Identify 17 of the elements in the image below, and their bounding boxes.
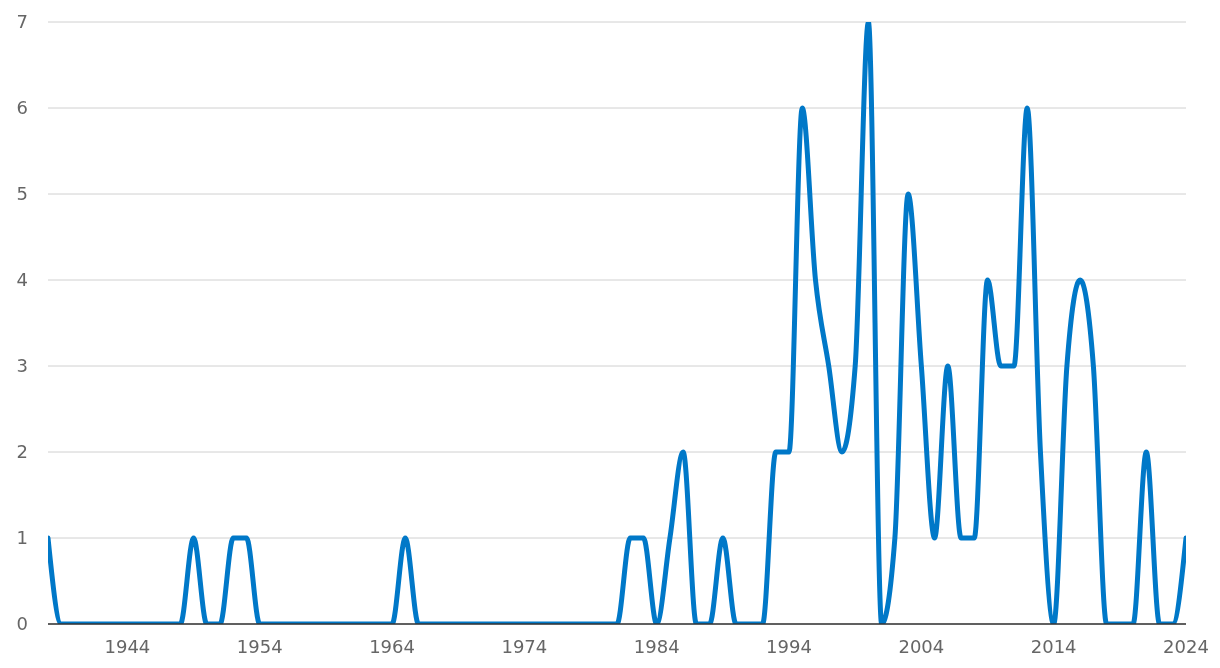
x-tick-label: 2004 (898, 635, 945, 657)
y-tick-label: 1 (16, 527, 28, 549)
y-tick-label: 7 (16, 11, 28, 33)
y-tick-label: 3 (16, 355, 28, 377)
x-tick-label: 1974 (501, 635, 548, 657)
x-tick-label: 1944 (104, 635, 151, 657)
x-tick-label: 2014 (1030, 635, 1077, 657)
y-tick-label: 2 (16, 441, 28, 463)
y-tick-label: 5 (16, 183, 28, 205)
y-tick-label: 4 (16, 269, 28, 291)
y-tick-label: 0 (16, 613, 28, 635)
y-tick-label: 6 (16, 97, 28, 119)
x-tick-label: 1964 (369, 635, 415, 657)
x-tick-label: 1984 (633, 635, 680, 657)
x-tick-label: 1994 (766, 635, 812, 657)
x-tick-label: 2024 (1163, 635, 1209, 657)
x-tick-label: 1954 (236, 635, 283, 657)
